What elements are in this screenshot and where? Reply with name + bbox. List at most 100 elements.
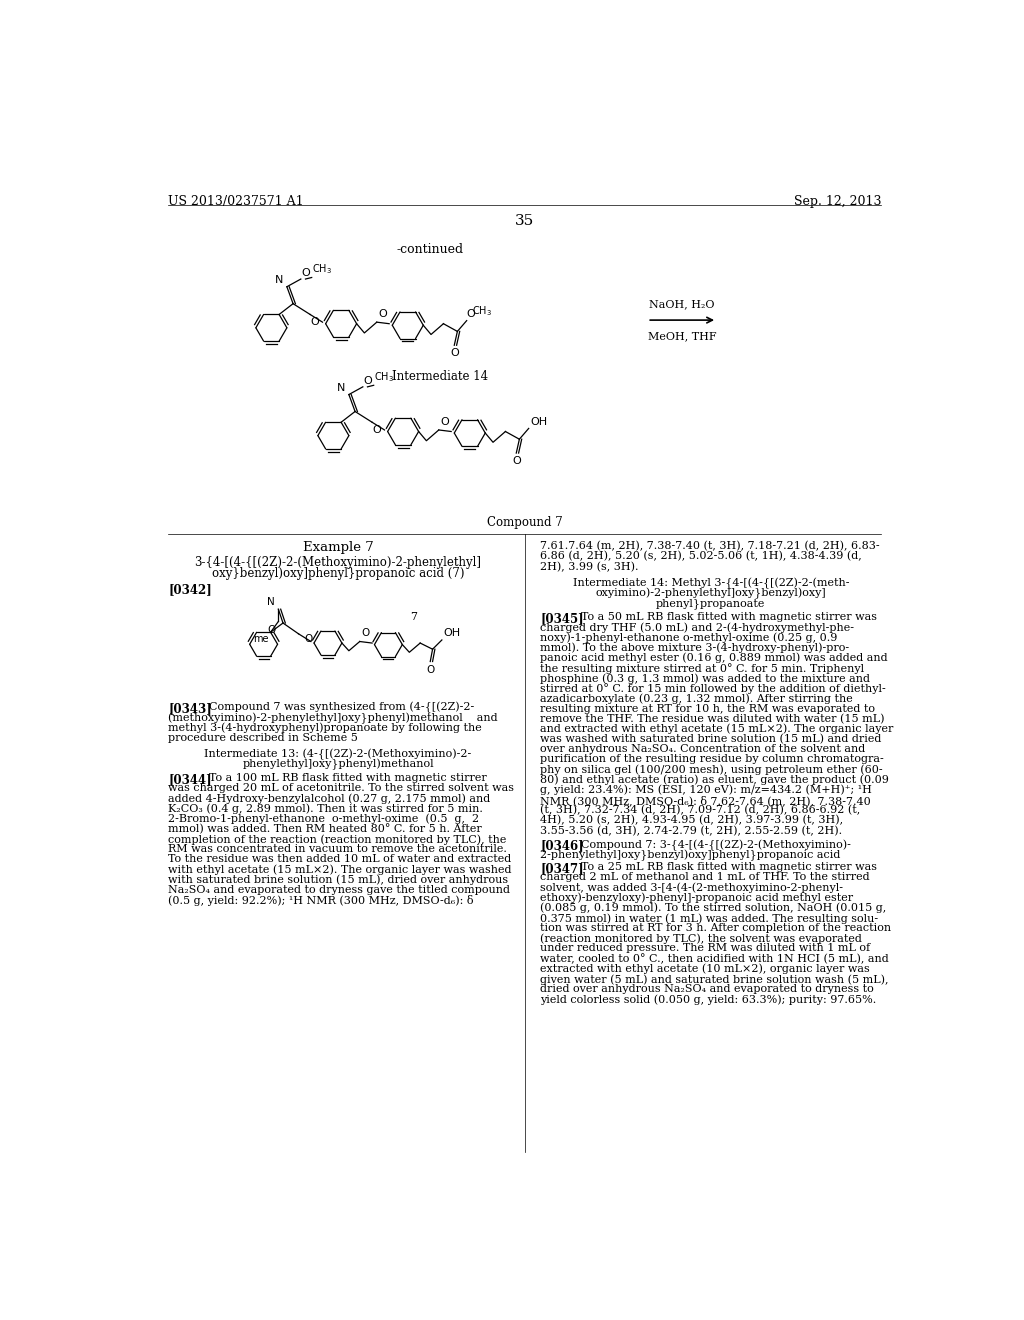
- Text: the resulting mixture stirred at 0° C. for 5 min. Triphenyl: the resulting mixture stirred at 0° C. f…: [541, 663, 864, 673]
- Text: oxyimino)-2-phenylethyl]oxy}benzyl)oxy]: oxyimino)-2-phenylethyl]oxy}benzyl)oxy]: [595, 587, 826, 599]
- Text: and extracted with ethyl acetate (15 mL×2). The organic layer: and extracted with ethyl acetate (15 mL×…: [541, 723, 894, 734]
- Text: 4H), 5.20 (s, 2H), 4.93-4.95 (d, 2H), 3.97-3.99 (t, 3H),: 4H), 5.20 (s, 2H), 4.93-4.95 (d, 2H), 3.…: [541, 816, 844, 826]
- Text: [0344]: [0344]: [168, 774, 212, 785]
- Text: was charged 20 mL of acetonitrile. To the stirred solvent was: was charged 20 mL of acetonitrile. To th…: [168, 783, 514, 793]
- Text: given water (5 mL) and saturated brine solution wash (5 mL),: given water (5 mL) and saturated brine s…: [541, 974, 889, 985]
- Text: -continued: -continued: [396, 243, 464, 256]
- Text: mmol). To the above mixture 3-(4-hydroxy-phenyl)-pro-: mmol). To the above mixture 3-(4-hydroxy…: [541, 643, 850, 653]
- Text: O: O: [302, 268, 310, 279]
- Text: [0345]: [0345]: [541, 612, 584, 626]
- Text: procedure described in Scheme 5: procedure described in Scheme 5: [168, 733, 358, 743]
- Text: [0342]: [0342]: [168, 582, 212, 595]
- Text: Intermediate 14: Intermediate 14: [391, 370, 487, 383]
- Text: US 2013/0237571 A1: US 2013/0237571 A1: [168, 195, 304, 209]
- Text: 0.375 mmol) in water (1 mL) was added. The resulting solu-: 0.375 mmol) in water (1 mL) was added. T…: [541, 913, 879, 924]
- Text: charged 2 mL of methanol and 1 mL of THF. To the stirred: charged 2 mL of methanol and 1 mL of THF…: [541, 873, 870, 882]
- Text: phenyl}propanoate: phenyl}propanoate: [656, 598, 766, 609]
- Text: yield colorless solid (0.050 g, yield: 63.3%); purity: 97.65%.: yield colorless solid (0.050 g, yield: 6…: [541, 994, 877, 1005]
- Text: N: N: [337, 383, 345, 393]
- Text: O: O: [305, 634, 313, 644]
- Text: To a 25 mL RB flask fitted with magnetic stirrer was: To a 25 mL RB flask fitted with magnetic…: [581, 862, 877, 873]
- Text: N: N: [267, 597, 275, 607]
- Text: CH$_3$: CH$_3$: [472, 305, 493, 318]
- Text: me: me: [254, 634, 269, 644]
- Text: (methoxyimino)-2-phenylethyl]oxy}phenyl)methanol    and: (methoxyimino)-2-phenylethyl]oxy}phenyl)…: [168, 713, 498, 723]
- Text: charged dry THF (5.0 mL) and 2-(4-hydroxymethyl-phe-: charged dry THF (5.0 mL) and 2-(4-hydrox…: [541, 622, 854, 632]
- Text: Example 7: Example 7: [303, 541, 374, 554]
- Text: O: O: [450, 348, 459, 358]
- Text: stirred at 0° C. for 15 min followed by the addition of diethyl-: stirred at 0° C. for 15 min followed by …: [541, 684, 886, 694]
- Text: K₂CO₃ (0.4 g, 2.89 mmol). Then it was stirred for 5 min.: K₂CO₃ (0.4 g, 2.89 mmol). Then it was st…: [168, 804, 483, 814]
- Text: OH: OH: [530, 417, 548, 426]
- Text: completion of the reaction (reaction monitored by TLC), the: completion of the reaction (reaction mon…: [168, 834, 507, 845]
- Text: O: O: [361, 628, 370, 639]
- Text: O: O: [512, 457, 520, 466]
- Text: (t, 3H), 7.32-7.34 (d, 2H), 7.09-7.12 (d, 2H), 6.86-6.92 (t,: (t, 3H), 7.32-7.34 (d, 2H), 7.09-7.12 (d…: [541, 805, 860, 816]
- Text: Compound 7: Compound 7: [487, 516, 562, 529]
- Text: N: N: [274, 275, 283, 285]
- Text: 3.55-3.56 (d, 3H), 2.74-2.79 (t, 2H), 2.55-2.59 (t, 2H).: 3.55-3.56 (d, 3H), 2.74-2.79 (t, 2H), 2.…: [541, 825, 843, 836]
- Text: Compound 7 was synthesized from (4-{[(2Z)-2-: Compound 7 was synthesized from (4-{[(2Z…: [209, 702, 474, 713]
- Text: 2H), 3.99 (s, 3H).: 2H), 3.99 (s, 3H).: [541, 561, 639, 572]
- Text: g, yield: 23.4%): MS (ESI, 120 eV): m/z=434.2 (M+H)⁺; ¹H: g, yield: 23.4%): MS (ESI, 120 eV): m/z=…: [541, 785, 872, 796]
- Text: added 4-Hydroxy-benzylalcohol (0.27 g, 2.175 mmol) and: added 4-Hydroxy-benzylalcohol (0.27 g, 2…: [168, 793, 490, 804]
- Text: noxy)-1-phenyl-ethanone o-methyl-oxime (0.25 g, 0.9: noxy)-1-phenyl-ethanone o-methyl-oxime (…: [541, 632, 838, 643]
- Text: O: O: [364, 376, 373, 385]
- Text: ethoxy)-benzyloxy)-phenyl]-propanoic acid methyl ester: ethoxy)-benzyloxy)-phenyl]-propanoic aci…: [541, 892, 853, 903]
- Text: 35: 35: [515, 214, 535, 228]
- Text: O: O: [310, 317, 319, 327]
- Text: solvent, was added 3-[4-(4-(2-methoxyimino-2-phenyl-: solvent, was added 3-[4-(4-(2-methoxyimi…: [541, 883, 844, 894]
- Text: To a 100 mL RB flask fitted with magnetic stirrer: To a 100 mL RB flask fitted with magneti…: [209, 774, 486, 783]
- Text: Compound 7: 3-{4-[(4-{[(2Z)-2-(Methoxyimino)-: Compound 7: 3-{4-[(4-{[(2Z)-2-(Methoxyim…: [581, 840, 851, 851]
- Text: [0347]: [0347]: [541, 862, 584, 875]
- Text: O: O: [467, 309, 475, 319]
- Text: methyl 3-(4-hydroxyphenyl)propanoate by following the: methyl 3-(4-hydroxyphenyl)propanoate by …: [168, 722, 482, 733]
- Text: Sep. 12, 2013: Sep. 12, 2013: [794, 195, 882, 209]
- Text: Intermediate 14: Methyl 3-{4-[(4-{[(2Z)-2-(meth-: Intermediate 14: Methyl 3-{4-[(4-{[(2Z)-…: [572, 578, 849, 589]
- Text: dried over anhydrous Na₂SO₄ and evaporated to dryness to: dried over anhydrous Na₂SO₄ and evaporat…: [541, 985, 874, 994]
- Text: 7: 7: [410, 612, 417, 622]
- Text: Na₂SO₄ and evaporated to dryness gave the titled compound: Na₂SO₄ and evaporated to dryness gave th…: [168, 884, 510, 895]
- Text: O: O: [373, 425, 381, 434]
- Text: O: O: [440, 417, 450, 426]
- Text: was washed with saturated brine solution (15 mL) and dried: was washed with saturated brine solution…: [541, 734, 882, 744]
- Text: extracted with ethyl acetate (10 mL×2), organic layer was: extracted with ethyl acetate (10 mL×2), …: [541, 964, 870, 974]
- Text: Intermediate 13: (4-{[(2Z)-2-(Methoxyimino)-2-: Intermediate 13: (4-{[(2Z)-2-(Methoxyimi…: [205, 748, 472, 760]
- Text: over anhydrous Na₂SO₄. Concentration of the solvent and: over anhydrous Na₂SO₄. Concentration of …: [541, 744, 865, 754]
- Text: RM was concentrated in vacuum to remove the acetonitrile.: RM was concentrated in vacuum to remove …: [168, 845, 507, 854]
- Text: phosphine (0.3 g, 1.3 mmol) was added to the mixture and: phosphine (0.3 g, 1.3 mmol) was added to…: [541, 673, 870, 684]
- Text: remove the THF. The residue was diluted with water (15 mL): remove the THF. The residue was diluted …: [541, 714, 885, 725]
- Text: mmol) was added. Then RM heated 80° C. for 5 h. After: mmol) was added. Then RM heated 80° C. f…: [168, 824, 482, 834]
- Text: oxy}benzyl)oxy]phenyl}propanoic acid (7): oxy}benzyl)oxy]phenyl}propanoic acid (7): [212, 568, 464, 581]
- Text: tion was stirred at RT for 3 h. After completion of the reaction: tion was stirred at RT for 3 h. After co…: [541, 923, 892, 933]
- Text: To the residue was then added 10 mL of water and extracted: To the residue was then added 10 mL of w…: [168, 854, 512, 865]
- Text: [0346]: [0346]: [541, 840, 584, 853]
- Text: 6.86 (d, 2H), 5.20 (s, 2H), 5.02-5.06 (t, 1H), 4.38-4.39 (d,: 6.86 (d, 2H), 5.20 (s, 2H), 5.02-5.06 (t…: [541, 552, 862, 561]
- Text: 3-{4-[(4-{[(2Z)-2-(Methoxyimino)-2-phenylethyl]: 3-{4-[(4-{[(2Z)-2-(Methoxyimino)-2-pheny…: [195, 557, 481, 569]
- Text: phy on silica gel (100/200 mesh), using petroleum ether (60-: phy on silica gel (100/200 mesh), using …: [541, 764, 883, 775]
- Text: (0.085 g, 0.19 mmol). To the stirred solution, NaOH (0.015 g,: (0.085 g, 0.19 mmol). To the stirred sol…: [541, 903, 887, 913]
- Text: phenylethyl]oxy}phenyl)methanol: phenylethyl]oxy}phenyl)methanol: [243, 759, 434, 771]
- Text: CH$_3$: CH$_3$: [374, 370, 393, 384]
- Text: purification of the resulting residue by column chromatogra-: purification of the resulting residue by…: [541, 755, 884, 764]
- Text: MeOH, THF: MeOH, THF: [648, 331, 717, 341]
- Text: To a 50 mL RB flask fitted with magnetic stirrer was: To a 50 mL RB flask fitted with magnetic…: [581, 612, 877, 622]
- Text: O: O: [267, 624, 275, 635]
- Text: 7.61.7.64 (m, 2H), 7.38-7.40 (t, 3H), 7.18-7.21 (d, 2H), 6.83-: 7.61.7.64 (m, 2H), 7.38-7.40 (t, 3H), 7.…: [541, 541, 880, 552]
- Text: 80) and ethyl acetate (ratio) as eluent, gave the product (0.09: 80) and ethyl acetate (ratio) as eluent,…: [541, 775, 889, 785]
- Text: CH$_3$: CH$_3$: [311, 263, 332, 276]
- Text: O: O: [426, 664, 434, 675]
- Text: under reduced pressure. The RM was diluted with 1 mL of: under reduced pressure. The RM was dilut…: [541, 944, 870, 953]
- Text: azadicarboxylate (0.23 g, 1.32 mmol). After stirring the: azadicarboxylate (0.23 g, 1.32 mmol). Af…: [541, 693, 853, 704]
- Text: (0.5 g, yield: 92.2%); ¹H NMR (300 MHz, DMSO-d₆): δ: (0.5 g, yield: 92.2%); ¹H NMR (300 MHz, …: [168, 895, 474, 906]
- Text: water, cooled to 0° C., then acidified with 1N HCI (5 mL), and: water, cooled to 0° C., then acidified w…: [541, 953, 889, 965]
- Text: with ethyl acetate (15 mL×2). The organic layer was washed: with ethyl acetate (15 mL×2). The organi…: [168, 865, 512, 875]
- Text: NaOH, H₂O: NaOH, H₂O: [649, 300, 715, 309]
- Text: panoic acid methyl ester (0.16 g, 0.889 mmol) was added and: panoic acid methyl ester (0.16 g, 0.889 …: [541, 653, 888, 664]
- Text: [0343]: [0343]: [168, 702, 212, 715]
- Text: with saturated brine solution (15 mL), dried over anhydrous: with saturated brine solution (15 mL), d…: [168, 875, 509, 886]
- Text: 2-Bromo-1-phenyl-ethanone  o-methyl-oxime  (0.5  g,  2: 2-Bromo-1-phenyl-ethanone o-methyl-oxime…: [168, 813, 479, 824]
- Text: NMR (300 MHz, DMSO-d₆): δ 7.62-7.64 (m, 2H), 7.38-7.40: NMR (300 MHz, DMSO-d₆): δ 7.62-7.64 (m, …: [541, 795, 871, 805]
- Text: 2-phenylethyl]oxy}benzyl)oxy]phenyl}propanoic acid: 2-phenylethyl]oxy}benzyl)oxy]phenyl}prop…: [541, 850, 841, 861]
- Text: O: O: [379, 309, 387, 319]
